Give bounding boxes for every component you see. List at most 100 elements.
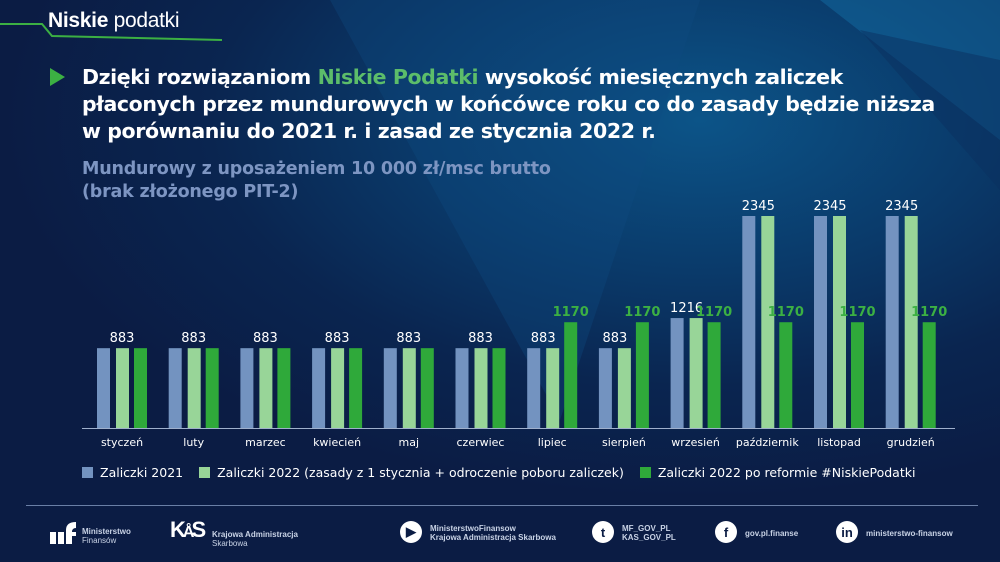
linkedin-icon[interactable]: in bbox=[836, 521, 858, 543]
legend-item: Zaliczki 2022 po reformie #NiskiePodatki bbox=[639, 465, 916, 480]
linkedin-link[interactable]: ministerstwo-finansow bbox=[866, 529, 953, 538]
youtube-link[interactable]: MinisterstwoFinansow Krajowa Administracj… bbox=[430, 524, 556, 542]
bar-2022-reform bbox=[851, 322, 864, 428]
brand-logo: Niskie podatki bbox=[48, 9, 180, 33]
bar-2022-reform bbox=[277, 348, 291, 428]
bar-2021 bbox=[312, 348, 326, 428]
facebook-line1: gov.pl.finanse bbox=[745, 529, 799, 538]
x-tick-label: grudzień bbox=[887, 436, 935, 449]
data-label: 2345 bbox=[742, 199, 775, 214]
headline-highlight: Niskie Podatki bbox=[317, 65, 479, 89]
data-label: 883 bbox=[253, 331, 278, 346]
headline-part2: wysokość miesięcznych zaliczek płaconych… bbox=[82, 65, 935, 143]
bar-2021 bbox=[527, 348, 541, 428]
bar-2021 bbox=[455, 348, 469, 428]
mf-line2: Finansów bbox=[82, 536, 117, 545]
mf-logo-icon bbox=[50, 522, 76, 544]
data-label-reform: 1170 bbox=[911, 305, 947, 320]
legend-label: Zaliczki 2022 (zasady z 1 stycznia + odr… bbox=[217, 465, 624, 480]
youtube-icon[interactable]: ▶ bbox=[400, 521, 422, 543]
data-label: 883 bbox=[181, 331, 206, 346]
bar-2022 bbox=[116, 348, 129, 428]
data-label: 883 bbox=[110, 331, 135, 346]
legend-label: Zaliczki 2021 bbox=[100, 465, 184, 480]
bar-2021 bbox=[97, 348, 110, 428]
subtitle-line2: (brak złożonego PIT-2) bbox=[82, 182, 299, 202]
kas-logo-icon: KÅS bbox=[170, 517, 206, 542]
bar-2022 bbox=[259, 348, 273, 428]
x-tick-label: październik bbox=[736, 436, 799, 449]
brand-arrow-line bbox=[0, 23, 222, 41]
data-label: 1216 bbox=[670, 301, 703, 316]
facebook-icon[interactable]: f bbox=[715, 521, 737, 543]
legend-swatch bbox=[82, 467, 93, 478]
x-tick-label: listopad bbox=[817, 436, 861, 449]
bar-2022-reform bbox=[134, 348, 147, 428]
bar-2021 bbox=[670, 318, 684, 428]
chart-subtitle: Mundurowy z uposażeniem 10 000 zł/msc br… bbox=[82, 158, 551, 204]
data-label-reform: 1170 bbox=[768, 305, 804, 320]
linkedin-line1: ministerstwo-finansow bbox=[866, 529, 953, 538]
bar-2021 bbox=[814, 216, 827, 428]
bar-2022 bbox=[474, 348, 488, 428]
bar-2022 bbox=[904, 216, 918, 428]
youtube-line1: MinisterstwoFinansow bbox=[430, 524, 516, 533]
x-tick-label: kwiecień bbox=[313, 436, 361, 449]
data-label: 883 bbox=[325, 331, 350, 346]
bar-2022-reform bbox=[205, 348, 219, 428]
bar-2022-reform bbox=[922, 322, 936, 428]
data-label-reform: 1170 bbox=[553, 305, 589, 320]
bar-2022 bbox=[331, 348, 345, 428]
kas-label: Krajowa Administracja Skarbowa bbox=[212, 530, 298, 548]
footer-divider bbox=[26, 505, 978, 506]
brand-light: podatki bbox=[113, 9, 180, 32]
x-tick-label: wrzesień bbox=[671, 436, 720, 449]
bar-2021 bbox=[240, 348, 254, 428]
bar-2022-reform bbox=[492, 348, 506, 428]
data-label-reform: 1170 bbox=[839, 305, 875, 320]
twitter-icon[interactable]: t bbox=[592, 521, 614, 543]
bar-2021 bbox=[885, 216, 899, 428]
x-tick-label: luty bbox=[183, 436, 204, 449]
bar-2022 bbox=[617, 348, 631, 428]
kas-line1: Krajowa Administracja bbox=[212, 530, 298, 539]
facebook-link[interactable]: gov.pl.finanse bbox=[745, 529, 798, 538]
bar-2022 bbox=[546, 348, 560, 428]
data-label: 883 bbox=[468, 331, 493, 346]
x-tick-label: sierpień bbox=[602, 436, 646, 449]
bar-2021 bbox=[598, 348, 612, 428]
legend-item: Zaliczki 2022 (zasady z 1 stycznia + odr… bbox=[199, 465, 624, 480]
bar-2022-reform bbox=[707, 322, 721, 428]
bar-2022-reform bbox=[635, 322, 649, 428]
x-tick-label: marzec bbox=[245, 436, 286, 449]
x-tick-label: styczeń bbox=[101, 436, 143, 449]
headline-part1: Dzięki rozwiązaniom bbox=[82, 65, 318, 89]
data-label: 883 bbox=[602, 331, 627, 346]
data-label: 883 bbox=[396, 331, 421, 346]
bar-2022 bbox=[761, 216, 775, 428]
mf-line1: Ministerstwo bbox=[82, 527, 131, 536]
legend-swatch bbox=[199, 467, 211, 478]
data-label: 883 bbox=[531, 331, 556, 346]
bar-2022-reform bbox=[564, 322, 578, 428]
data-label-reform: 1170 bbox=[696, 305, 732, 320]
bar-2021 bbox=[168, 348, 182, 428]
data-label: 2345 bbox=[813, 199, 846, 214]
bar-2022-reform bbox=[349, 348, 363, 428]
bar-2022-reform bbox=[420, 348, 434, 428]
twitter-link[interactable]: MF_GOV_PL KAS_GOV_PL bbox=[622, 524, 676, 542]
legend-label: Zaliczki 2022 po reformie #NiskiePodatki bbox=[657, 465, 916, 480]
youtube-line2: Krajowa Administracja Skarbowa bbox=[430, 533, 556, 542]
data-label-reform: 1170 bbox=[624, 305, 660, 320]
bar-2022-reform bbox=[779, 322, 793, 428]
bar-2022 bbox=[833, 216, 846, 428]
play-bullet-icon bbox=[50, 68, 65, 86]
bar-2021 bbox=[742, 216, 756, 428]
bar-2022 bbox=[187, 348, 201, 428]
twitter-line1: MF_GOV_PL bbox=[622, 524, 671, 533]
x-tick-label: lipiec bbox=[538, 436, 567, 449]
twitter-line2: KAS_GOV_PL bbox=[622, 533, 676, 542]
x-tick-label: maj bbox=[399, 436, 420, 449]
subtitle-line1: Mundurowy z uposażeniem 10 000 zł/msc br… bbox=[82, 159, 551, 179]
